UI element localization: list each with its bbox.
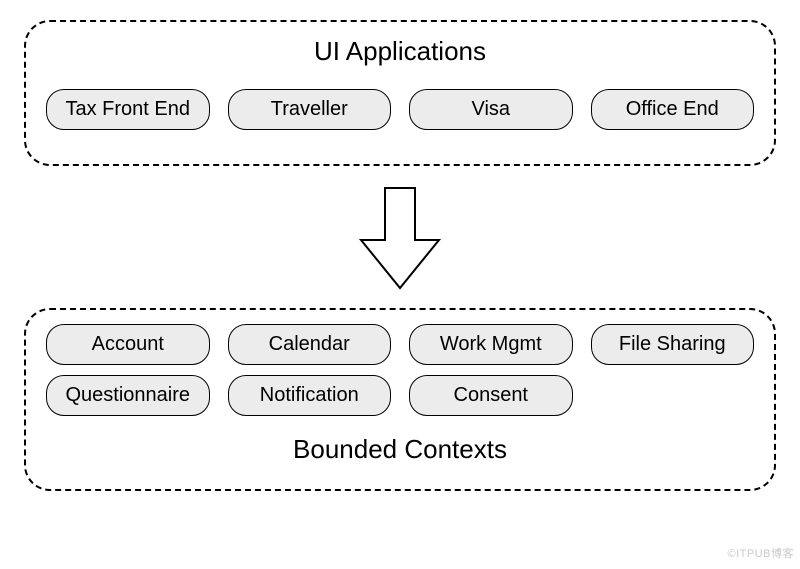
pill-traveller: Traveller	[228, 89, 392, 130]
pill-questionnaire: Questionnaire	[46, 375, 210, 416]
pill-account: Account	[46, 324, 210, 365]
watermark-text: ©ITPUB博客	[728, 545, 795, 561]
pill-row-bottom-1: Account Calendar Work Mgmt File Sharing	[46, 324, 754, 365]
pill-file-sharing: File Sharing	[591, 324, 755, 365]
ui-applications-panel: UI Applications Tax Front End Traveller …	[24, 20, 776, 166]
pill-notification: Notification	[228, 375, 392, 416]
pill-visa: Visa	[409, 89, 573, 130]
pill-calendar: Calendar	[228, 324, 392, 365]
pill-work-mgmt: Work Mgmt	[409, 324, 573, 365]
pill-tax-front-end: Tax Front End	[46, 89, 210, 130]
bounded-contexts-panel: Account Calendar Work Mgmt File Sharing …	[24, 308, 776, 491]
panel-title-bottom: Bounded Contexts	[46, 434, 754, 465]
pill-consent: Consent	[409, 375, 573, 416]
pill-row-top: Tax Front End Traveller Visa Office End	[46, 89, 754, 130]
panel-title-top: UI Applications	[46, 36, 754, 67]
down-arrow-icon	[355, 184, 445, 294]
arrow-container	[24, 184, 776, 294]
pill-office-end: Office End	[591, 89, 755, 130]
pill-row-bottom-2: Questionnaire Notification Consent	[46, 375, 754, 416]
